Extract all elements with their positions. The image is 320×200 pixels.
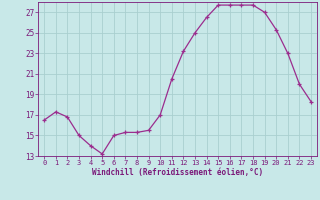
X-axis label: Windchill (Refroidissement éolien,°C): Windchill (Refroidissement éolien,°C) bbox=[92, 168, 263, 177]
